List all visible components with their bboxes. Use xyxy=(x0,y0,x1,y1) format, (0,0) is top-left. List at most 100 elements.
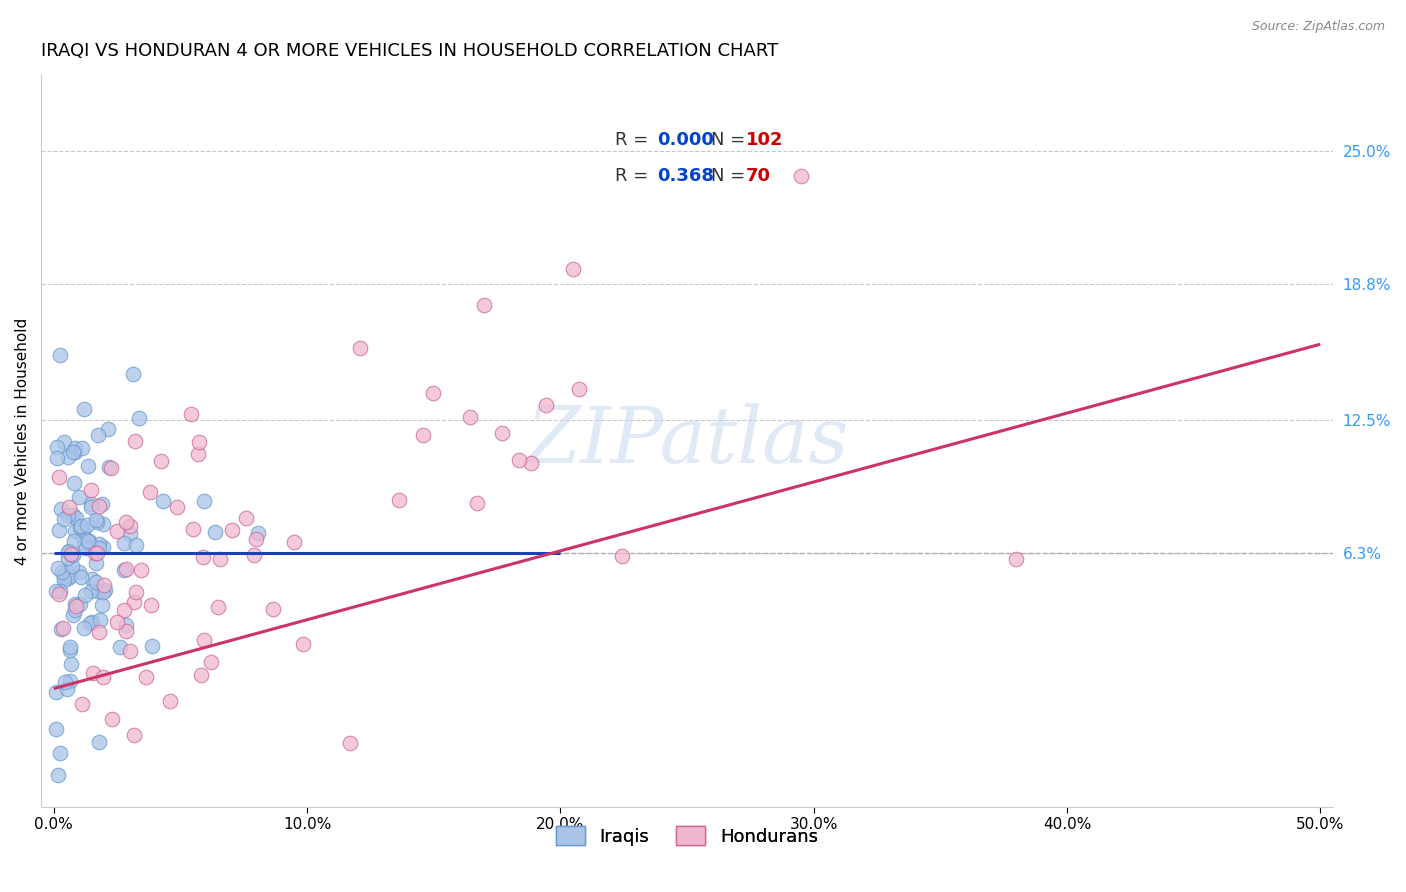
Point xyxy=(59,674,82,689)
Point xyxy=(77,458,100,473)
Point xyxy=(491,425,513,440)
Point xyxy=(56,508,79,522)
Point xyxy=(80,498,103,512)
Point xyxy=(568,382,591,396)
Point xyxy=(125,538,148,552)
Point xyxy=(91,497,114,511)
Point xyxy=(91,598,114,612)
Point xyxy=(149,454,172,468)
Point xyxy=(52,570,75,584)
Point xyxy=(82,666,104,681)
Point xyxy=(128,411,150,425)
Point xyxy=(193,494,215,508)
Point xyxy=(93,516,115,531)
Point xyxy=(80,483,103,497)
Point xyxy=(65,597,87,611)
Point xyxy=(139,485,162,500)
Point xyxy=(388,493,411,508)
Point xyxy=(53,675,76,690)
Point xyxy=(58,500,80,514)
Point xyxy=(520,456,543,470)
Point xyxy=(69,597,91,611)
Point xyxy=(246,526,269,541)
Point xyxy=(191,549,214,564)
Point xyxy=(75,541,97,555)
Point xyxy=(245,533,267,547)
Text: 0.368: 0.368 xyxy=(658,167,714,185)
Point xyxy=(114,618,136,632)
Point xyxy=(48,470,70,484)
Text: Source: ZipAtlas.com: Source: ZipAtlas.com xyxy=(1251,20,1385,33)
Point xyxy=(200,655,222,669)
Point xyxy=(105,615,128,629)
Point xyxy=(115,516,138,530)
Point xyxy=(53,573,76,587)
Point xyxy=(48,586,70,600)
Point xyxy=(70,519,93,533)
Point xyxy=(152,493,174,508)
Point xyxy=(65,599,87,613)
Point xyxy=(56,450,79,464)
Point xyxy=(59,569,82,583)
Point xyxy=(52,621,75,635)
Point xyxy=(112,562,135,576)
Point xyxy=(62,445,84,459)
Point xyxy=(465,496,488,510)
Point xyxy=(53,511,76,525)
Point xyxy=(87,625,110,640)
Point xyxy=(262,602,284,616)
Legend: Iraqis, Hondurans: Iraqis, Hondurans xyxy=(548,819,825,853)
Point xyxy=(180,407,202,421)
Point xyxy=(112,536,135,550)
Point xyxy=(59,547,82,561)
Point xyxy=(58,571,80,585)
Point xyxy=(97,422,120,436)
Point xyxy=(89,613,111,627)
Point xyxy=(125,585,148,599)
Point xyxy=(141,639,163,653)
Point xyxy=(46,451,69,466)
Point xyxy=(91,585,114,599)
Point xyxy=(67,490,90,504)
Point xyxy=(292,637,315,651)
Point xyxy=(58,544,80,558)
Point xyxy=(58,543,80,558)
Point xyxy=(86,546,108,560)
Point xyxy=(84,513,107,527)
Text: N =: N = xyxy=(711,131,751,149)
Point xyxy=(243,548,266,562)
Point xyxy=(80,615,103,629)
Point xyxy=(93,582,115,597)
Point xyxy=(45,722,67,736)
Point xyxy=(86,515,108,529)
Point xyxy=(474,298,496,312)
Point xyxy=(73,536,96,550)
Text: ZIPatlas: ZIPatlas xyxy=(526,403,848,479)
Point xyxy=(91,540,114,554)
Point xyxy=(49,746,72,760)
Point xyxy=(70,441,93,455)
Point xyxy=(100,712,122,726)
Point xyxy=(59,640,82,654)
Point xyxy=(131,563,153,577)
Point xyxy=(159,694,181,708)
Point xyxy=(115,624,138,639)
Point xyxy=(204,524,226,539)
Point xyxy=(62,548,84,562)
Point xyxy=(87,541,110,555)
Point xyxy=(122,728,145,742)
Point xyxy=(45,583,67,598)
Point xyxy=(80,572,103,586)
Point xyxy=(63,444,86,458)
Point xyxy=(610,549,633,564)
Point xyxy=(187,447,209,461)
Point xyxy=(49,501,72,516)
Point xyxy=(51,565,73,579)
Point xyxy=(190,668,212,682)
Point xyxy=(100,461,122,475)
Point xyxy=(188,434,211,449)
Text: 70: 70 xyxy=(747,167,770,185)
Point xyxy=(63,534,86,549)
Point xyxy=(87,735,110,749)
Point xyxy=(221,523,243,537)
